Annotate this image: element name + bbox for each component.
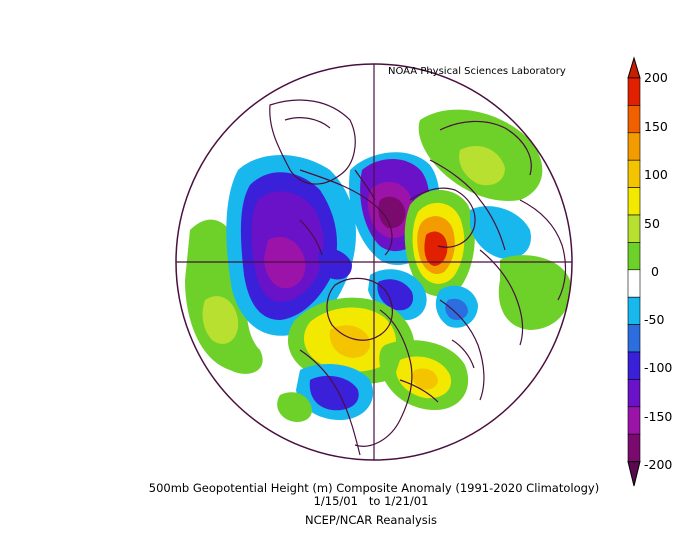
map-title: 500mb Geopotential Height (m) Composite … [148,481,600,495]
colorbar-tick-label: 50 [644,216,660,231]
anomaly-scandinavia-positive [404,190,475,297]
colorbar-tick-label: -50 [644,312,665,327]
colorbar-tick-label: -200 [644,457,673,472]
colorbar [627,56,641,487]
colorbar-tick-label: 200 [644,70,668,85]
date-range: 1/15/01 to 1/21/01 [313,494,429,508]
colorbar-tick-label: -100 [644,360,673,375]
credit-label: NOAA Physical Sciences Laboratory [388,66,566,77]
colorbar-tick-label: -150 [644,409,673,424]
data-source: NCEP/NCAR Reanalysis [305,513,437,527]
colorbar-tick-label: 150 [644,119,668,134]
anomaly-aleutian-negative [226,155,356,336]
anomaly-atlantic-positive [379,340,469,410]
colorbar-tick-label: 0 [651,264,659,279]
anomaly-subtropical-negative [277,364,374,422]
colorbar-tick-label: 100 [644,167,668,182]
anomaly-west-positive [185,219,263,374]
